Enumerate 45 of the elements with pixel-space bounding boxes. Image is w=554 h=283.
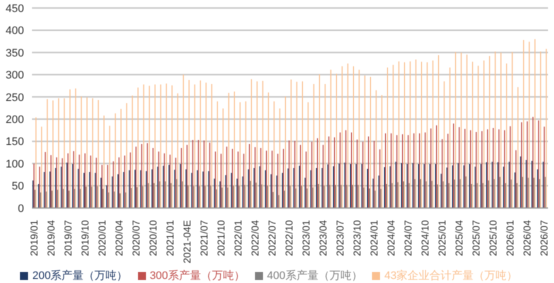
x-tick-label: 2023/01 (302, 220, 313, 256)
x-tick-label: 2022/07 (267, 220, 278, 256)
x-tick-label: 2019/07 (63, 220, 74, 256)
x-tick-label: 2022/10 (284, 220, 296, 256)
legend-label: 400系产量（万吨） (267, 270, 362, 282)
x-tick-label: 2026/04 (522, 220, 534, 256)
x-tick-label: 2025/07 (472, 220, 483, 256)
x-tick-label: 2021/07 (199, 220, 210, 256)
legend-label: 300系产量（万吨） (150, 270, 246, 282)
x-tick-label: 2021/10 (216, 220, 228, 256)
y-tick-label: 0 (18, 202, 24, 215)
x-tick-label: 2020/04 (114, 220, 126, 256)
x-tick-label: 2023/10 (352, 220, 364, 256)
x-tick-label: 2022/04 (250, 220, 262, 256)
x-tick-label: 2024/07 (404, 220, 415, 256)
y-tick-label: 350 (6, 47, 24, 60)
x-tick-label: 2025/10 (488, 220, 500, 256)
y-tick-label: 250 (6, 92, 24, 104)
legend-label: 200系产量（万吨） (32, 270, 128, 282)
y-tick-label: 200 (6, 114, 24, 126)
x-tick-label: 2026/07 (540, 220, 551, 256)
x-tick-label: 2026/01 (506, 220, 517, 256)
y-tick-label: 300 (6, 70, 24, 82)
y-tick-label: 400 (6, 25, 24, 38)
x-tick-label: 2019/10 (80, 220, 92, 256)
x-tick-label: 2024/04 (386, 220, 398, 256)
x-tick-label: 2024/01 (370, 220, 381, 256)
x-tick-label: 2022/01 (233, 220, 244, 256)
y-tick-label: 450 (6, 2, 24, 15)
y-tick-label: 150 (6, 136, 24, 148)
y-tick-label: 50 (12, 180, 24, 193)
x-tick-label: 2021/01 (165, 220, 176, 256)
x-tick-label: 2024/10 (420, 220, 432, 256)
x-tick-label: 2020/10 (148, 220, 160, 256)
x-tick-label: 2019/01 (29, 220, 40, 256)
x-tick-label: 2020/01 (97, 220, 108, 256)
x-tick-label: 2020/07 (131, 220, 142, 256)
x-tick-label: 2021-04E (182, 220, 194, 264)
x-tick-label: 2025/04 (454, 220, 466, 256)
legend-label: 43家企业合计产量（万吨） (384, 270, 518, 282)
y-tick-label: 100 (6, 158, 24, 170)
x-tick-label: 2025/01 (438, 220, 449, 256)
x-tick-label: 2023/07 (336, 220, 347, 256)
x-tick-label: 2023/04 (318, 220, 330, 256)
x-tick-label: 2019/04 (46, 220, 58, 256)
